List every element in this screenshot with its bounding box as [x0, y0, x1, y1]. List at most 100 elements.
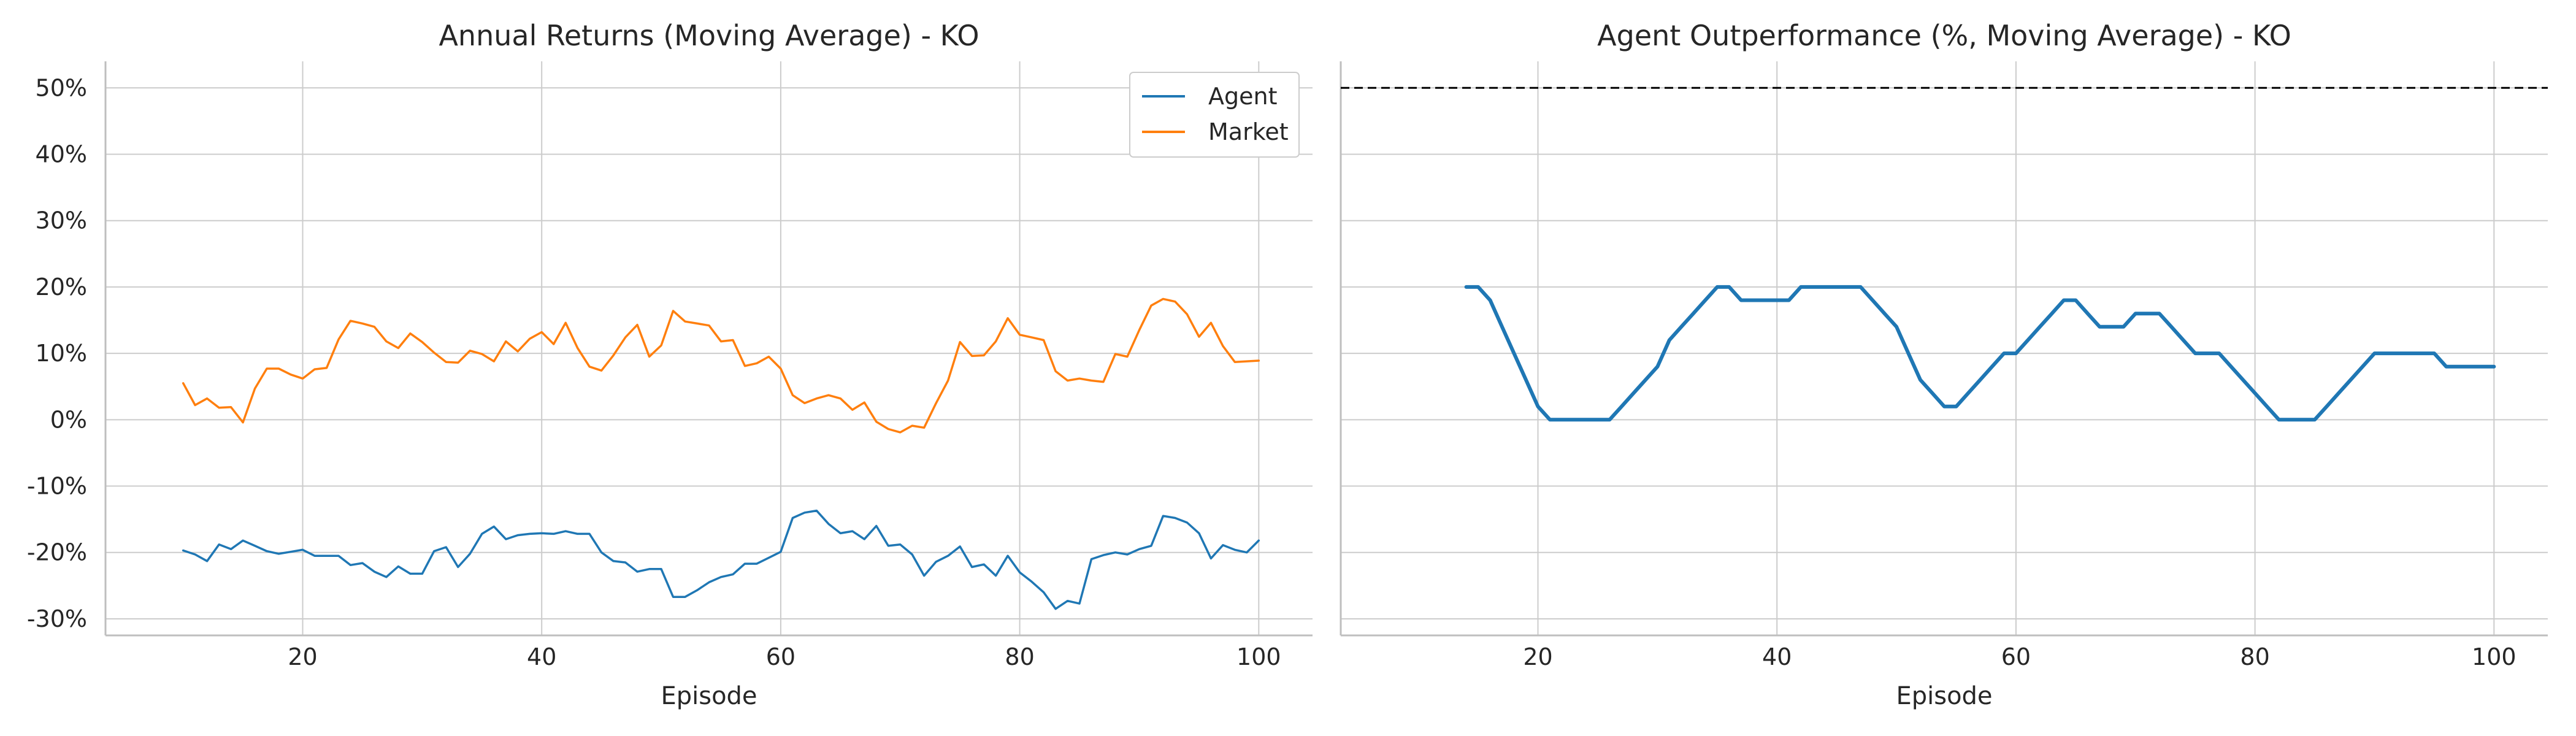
y-tick-label: -20%	[27, 539, 87, 566]
returns-chart-y-ticks: -30% -20% -10% 0% 10% 20% 30% 40% 50%	[27, 74, 87, 632]
y-tick-label: -30%	[27, 605, 87, 632]
returns-chart-x-ticks: 20 40 60 80 100	[288, 643, 1281, 670]
y-tick-label: 30%	[36, 207, 87, 234]
data-point	[709, 582, 710, 583]
data-point	[1991, 366, 1992, 367]
data-point	[1103, 555, 1104, 556]
data-point	[888, 545, 889, 546]
data-point	[840, 398, 841, 399]
data-point	[2015, 353, 2016, 354]
data-point	[1788, 300, 1789, 301]
y-tick-label: 40%	[36, 140, 87, 167]
data-point	[1246, 361, 1247, 362]
data-point	[1019, 334, 1020, 335]
data-point	[2099, 326, 2100, 327]
data-point	[2398, 353, 2399, 354]
data-point	[936, 561, 937, 562]
outperformance-chart-panel: Agent Outperformance (%, Moving Average)…	[1340, 19, 2548, 710]
data-point	[446, 547, 447, 548]
data-point	[732, 574, 733, 575]
data-point	[2159, 313, 2160, 314]
returns-chart-panel: Annual Returns (Moving Average) - KO -30…	[27, 19, 1313, 710]
data-point	[1478, 286, 1479, 287]
data-point	[278, 553, 279, 554]
data-point	[314, 369, 315, 370]
data-point	[302, 378, 303, 379]
data-point	[505, 341, 506, 342]
data-point	[2446, 366, 2447, 367]
data-point	[374, 326, 375, 327]
data-point	[2123, 326, 2124, 327]
data-point	[1222, 346, 1223, 347]
data-point	[816, 510, 817, 511]
data-point	[1621, 406, 1622, 407]
outperformance-chart-axes	[1340, 61, 2548, 637]
data-point	[2195, 353, 2196, 354]
data-point	[1139, 549, 1140, 550]
data-point	[804, 403, 805, 404]
data-point	[1812, 286, 1813, 287]
legend-market-label: Market	[1208, 118, 1289, 145]
outperformance-chart-grid	[1341, 61, 2548, 635]
data-point	[1079, 378, 1080, 379]
returns-chart-title: Annual Returns (Moving Average) - KO	[439, 19, 979, 52]
data-point	[2422, 353, 2423, 354]
data-point	[2063, 300, 2064, 301]
y-tick-label: -10%	[27, 473, 87, 500]
data-point	[1908, 353, 1909, 354]
series-line-market	[182, 297, 1260, 434]
data-point	[338, 339, 339, 340]
data-point	[2147, 313, 2148, 314]
data-point	[2087, 313, 2088, 314]
data-point	[804, 512, 805, 513]
data-point	[2135, 313, 2136, 314]
data-point	[1705, 300, 1706, 301]
data-point	[1067, 380, 1068, 381]
data-point	[792, 395, 793, 396]
data-point	[2326, 406, 2327, 407]
data-point	[1115, 354, 1116, 355]
data-point	[995, 341, 996, 342]
returns-chart-x-label: Episode	[661, 682, 757, 710]
x-tick-label: 40	[527, 643, 556, 670]
data-point	[589, 366, 590, 367]
returns-chart-series	[182, 297, 1260, 610]
data-point	[481, 354, 482, 355]
x-tick-label: 80	[1005, 643, 1034, 670]
data-point	[1019, 572, 1020, 573]
data-point	[995, 575, 996, 576]
data-point	[2111, 326, 2112, 327]
y-tick-label: 50%	[36, 74, 87, 101]
data-point	[661, 345, 662, 346]
data-point	[1067, 600, 1068, 601]
data-point	[505, 539, 506, 540]
outperformance-chart-series	[1464, 285, 2496, 422]
data-point	[2219, 353, 2220, 354]
x-tick-label: 100	[1236, 643, 1281, 670]
legend-box	[1129, 72, 1300, 158]
data-point	[864, 539, 865, 540]
data-point	[219, 407, 220, 408]
data-point	[1884, 313, 1885, 314]
x-tick-label: 80	[2240, 643, 2269, 670]
data-point	[852, 531, 853, 532]
data-point	[1944, 406, 1945, 407]
data-point	[1502, 326, 1503, 327]
data-point	[1103, 381, 1104, 382]
data-point	[565, 531, 566, 532]
data-point	[1246, 552, 1247, 553]
y-tick-label: 0%	[50, 406, 87, 433]
data-point	[553, 343, 554, 344]
data-point	[219, 544, 220, 545]
series-line-outperformance	[1464, 285, 2496, 422]
data-point	[1681, 326, 1682, 327]
data-point	[613, 355, 614, 356]
data-point	[326, 367, 327, 368]
data-point	[1115, 552, 1116, 553]
outperformance-chart-x-ticks: 20 40 60 80 100	[1523, 643, 2516, 670]
data-point	[709, 325, 710, 326]
data-point	[1932, 393, 1933, 394]
data-point	[2171, 326, 2172, 327]
y-tick-label: 10%	[36, 340, 87, 367]
